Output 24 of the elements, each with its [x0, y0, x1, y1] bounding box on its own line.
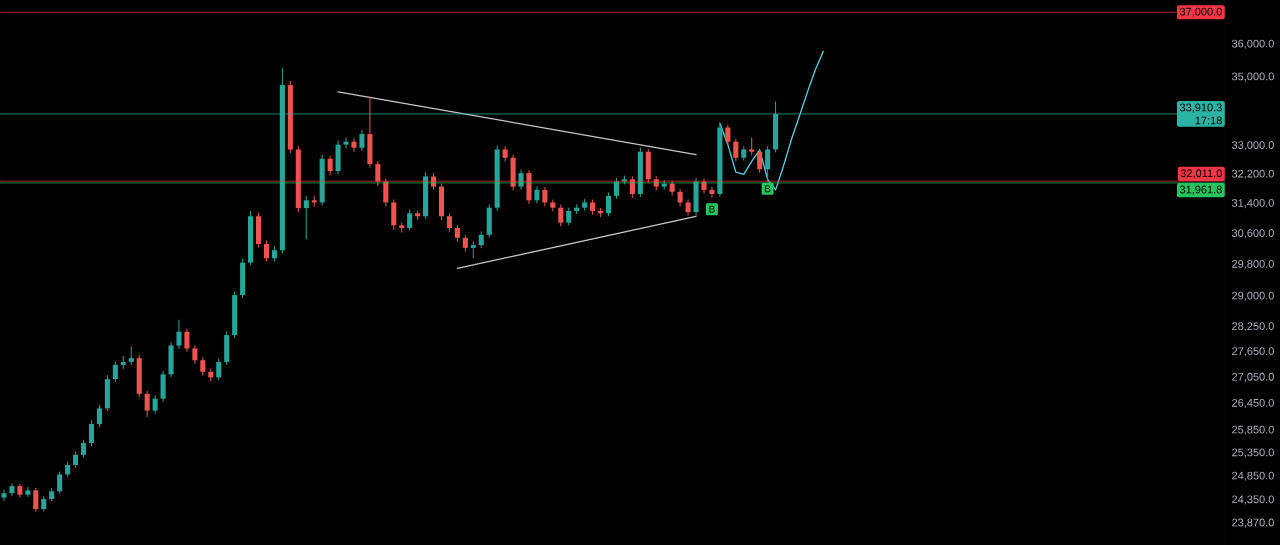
y-tick-label: 35,000.0 — [1231, 72, 1274, 82]
y-tick-label: 27,650.0 — [1232, 347, 1274, 357]
y-tick-label: 23,870.0 — [1232, 518, 1274, 528]
y-tick-label: 24,350.0 — [1232, 495, 1274, 505]
y-tick-label: 31,400.0 — [1231, 199, 1274, 209]
y-tick-label: 36,000.0 — [1231, 39, 1274, 49]
y-tick-label: 29,800.0 — [1232, 260, 1274, 270]
ref-line-label: 31,961.8 — [1179, 185, 1222, 195]
y-tick-label: 26,450.0 — [1232, 398, 1274, 409]
y-tick-label: 33,000.0 — [1231, 141, 1274, 151]
y-tick-label: 29,000.0 — [1232, 291, 1274, 301]
y-tick-label: 25,850.0 — [1232, 425, 1274, 435]
ref-line-label: 32,011.0 — [1180, 169, 1222, 179]
y-tick-label: 25,350.0 — [1232, 448, 1274, 458]
ref-line-label: 37,000.0 — [1179, 7, 1222, 17]
data-label: B — [765, 185, 771, 193]
y-tick-label: 28,250.0 — [1232, 322, 1274, 332]
y-tick-label: 30,600.0 — [1231, 229, 1274, 239]
y-tick-label: 24,850.0 — [1232, 471, 1274, 481]
annotation: 17:18 — [1195, 116, 1222, 125]
data-label: B — [709, 205, 715, 213]
y-tick-label: 32,200.0 — [1231, 169, 1274, 179]
y-tick-label: 27,050.0 — [1232, 372, 1274, 382]
ref-line-label: 33,910.3 — [1179, 103, 1222, 113]
